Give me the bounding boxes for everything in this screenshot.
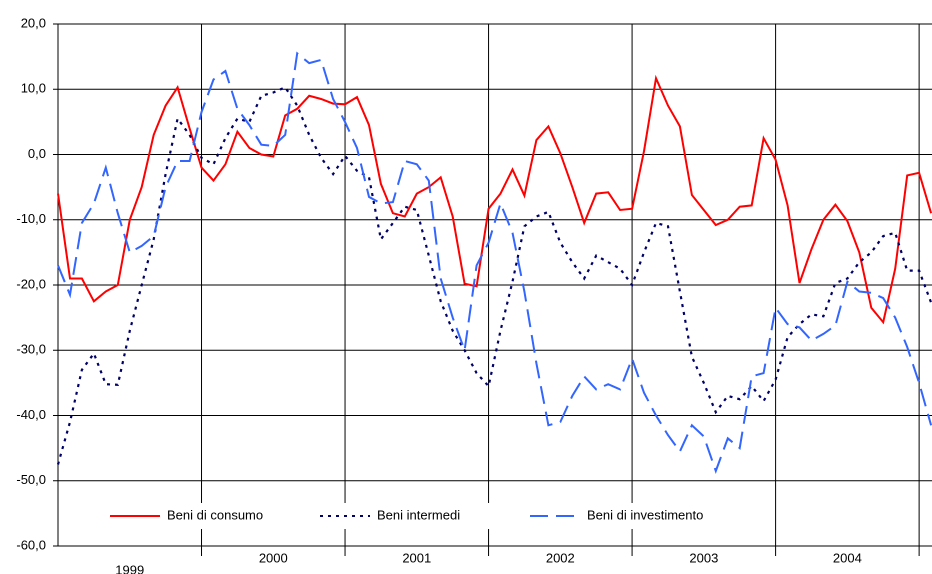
series-line (57, 74, 932, 325)
y-tick-label: -40,0 (16, 407, 46, 422)
x-tick-label: 2002 (546, 550, 575, 565)
x-tick-label: 2001 (402, 550, 431, 565)
y-tick-label: -20,0 (16, 276, 46, 291)
x-tick-label: 2003 (689, 550, 718, 565)
y-tick-label: 10,0 (21, 81, 46, 96)
legend: Beni di consumo Beni intermedi Beni di inv… (92, 503, 752, 529)
series-line (56, 85, 932, 465)
y-tick-label: -30,0 (16, 342, 46, 357)
legend-box (92, 503, 752, 529)
y-tick-label: -60,0 (16, 537, 46, 552)
legend-label: Beni intermedi (377, 507, 460, 522)
y-tick-label: 20,0 (21, 15, 46, 30)
legend-label: Beni di consumo (167, 507, 263, 522)
y-tick-label: -50,0 (16, 472, 46, 487)
y-tick-label: 0,0 (28, 146, 46, 161)
x-tick-label: 2004 (833, 550, 862, 565)
x-tick-label: 1999 (115, 562, 144, 574)
series-line (57, 51, 932, 474)
x-tick-label: 2000 (259, 550, 288, 565)
legend-label: Beni di investimento (587, 507, 703, 522)
y-tick-label: -10,0 (16, 211, 46, 226)
